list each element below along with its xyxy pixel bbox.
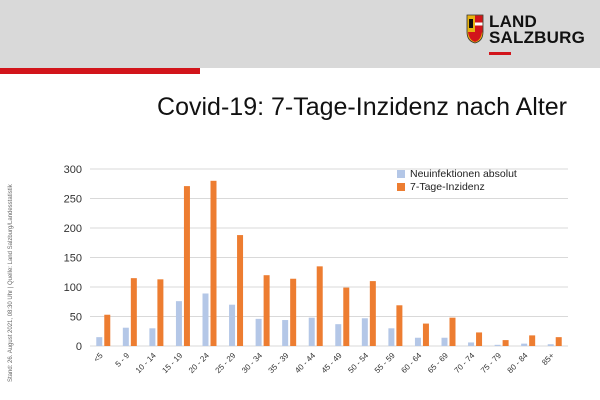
bar-neuinfektionen <box>229 304 236 346</box>
y-tick-label: 150 <box>64 253 82 265</box>
land-salzburg-logo: LAND SALZBURG <box>466 13 585 58</box>
bar-inzidenz <box>290 278 297 346</box>
bar-inzidenz <box>316 266 323 346</box>
bar-neuinfektionen <box>96 337 103 346</box>
x-tick-label: 45 - 49 <box>320 351 344 375</box>
bar-inzidenz <box>476 332 483 346</box>
x-tick-label: 55 - 59 <box>373 351 397 375</box>
bar-neuinfektionen <box>282 320 289 346</box>
legend-swatch-neuinfektionen <box>397 169 405 178</box>
y-tick-label: 250 <box>64 194 82 206</box>
bar-neuinfektionen <box>175 301 182 346</box>
coat-of-arms-icon <box>466 14 484 44</box>
bar-inzidenz <box>157 279 164 346</box>
x-tick-label: 25 - 29 <box>213 351 237 375</box>
chart-legend: Neuinfektionen absolut 7-Tage-Inzidenz <box>397 167 517 193</box>
bar-inzidenz <box>369 281 376 346</box>
bar-inzidenz <box>422 323 429 346</box>
bar-neuinfektionen <box>547 344 554 346</box>
logo-text: LAND SALZBURG <box>489 12 586 47</box>
x-tick-label: 5 - 9 <box>114 351 132 369</box>
x-tick-label: <5 <box>92 351 105 364</box>
bar-inzidenz <box>502 340 509 346</box>
legend-swatch-inzidenz <box>397 182 405 191</box>
logo-line-1: LAND <box>489 12 538 31</box>
legend-item-neuinfektionen: Neuinfektionen absolut <box>397 167 517 180</box>
y-tick-label: 0 <box>76 341 82 353</box>
x-tick-label: 50 - 54 <box>346 351 370 375</box>
bar-neuinfektionen <box>521 343 528 346</box>
x-tick-label: 35 - 39 <box>267 351 291 375</box>
accent-red-bar <box>0 68 200 74</box>
legend-label-neuinfektionen: Neuinfektionen absolut <box>410 167 517 180</box>
x-tick-label: 15 - 19 <box>160 351 184 375</box>
bar-inzidenz <box>449 317 456 346</box>
x-tick-label: 20 - 24 <box>187 351 211 375</box>
y-tick-label: 50 <box>70 312 82 324</box>
x-tick-label: 75 - 79 <box>479 351 503 375</box>
x-tick-label: 80 - 84 <box>506 351 530 375</box>
bar-inzidenz <box>183 186 190 346</box>
bar-neuinfektionen <box>308 317 315 346</box>
logo-underline <box>489 52 511 55</box>
bar-inzidenz <box>210 180 217 346</box>
bar-neuinfektionen <box>361 318 368 346</box>
y-tick-label: 100 <box>64 282 82 294</box>
x-tick-label: 70 - 74 <box>452 351 476 375</box>
x-tick-label: 65 - 69 <box>426 351 450 375</box>
x-tick-label: 30 - 34 <box>240 351 264 375</box>
logo-line-2: SALZBURG <box>489 28 586 47</box>
bar-inzidenz <box>263 275 270 346</box>
bar-inzidenz <box>529 335 536 346</box>
x-tick-label: 10 - 14 <box>134 351 158 375</box>
bar-inzidenz <box>104 314 111 346</box>
bar-inzidenz <box>555 337 562 346</box>
bar-inzidenz <box>396 305 403 346</box>
y-tick-label: 200 <box>64 223 82 235</box>
bar-inzidenz <box>237 235 244 346</box>
x-tick-label: 40 - 44 <box>293 351 317 375</box>
bar-neuinfektionen <box>388 328 395 346</box>
bar-inzidenz <box>343 287 350 346</box>
bar-neuinfektionen <box>468 342 475 346</box>
bar-inzidenz <box>130 278 137 346</box>
bar-neuinfektionen <box>122 327 129 346</box>
bar-neuinfektionen <box>149 328 156 346</box>
x-tick-label: 85+ <box>540 351 556 367</box>
bar-neuinfektionen <box>441 337 448 346</box>
bar-neuinfektionen <box>255 318 262 346</box>
x-tick-label: 60 - 64 <box>399 351 423 375</box>
bar-neuinfektionen <box>335 324 342 346</box>
bar-neuinfektionen <box>494 344 501 346</box>
legend-label-inzidenz: 7-Tage-Inzidenz <box>410 180 485 193</box>
bar-neuinfektionen <box>202 293 209 346</box>
bar-neuinfektionen <box>414 337 421 346</box>
chart-title: Covid-19: 7-Tage-Inzidenz nach Alter <box>157 93 567 121</box>
y-tick-label: 300 <box>64 164 82 176</box>
legend-item-inzidenz: 7-Tage-Inzidenz <box>397 180 517 193</box>
header-band <box>0 0 600 68</box>
